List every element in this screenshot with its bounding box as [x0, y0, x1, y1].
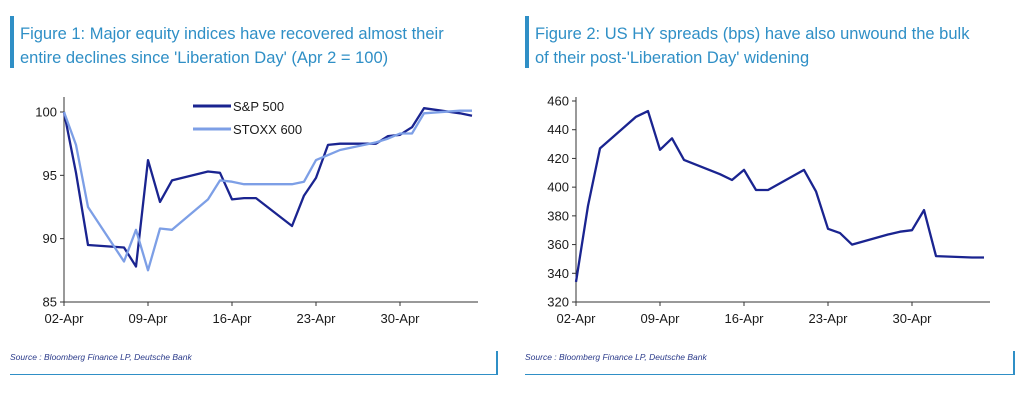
figure-2-title-line-2: of their post-'Liberation Day' widening: [535, 49, 810, 67]
figure-1-title-line-1: Figure 1: Major equity indices have reco…: [20, 25, 444, 43]
figure-2-panel: Figure 2: US HY spreads (bps) have also …: [515, 0, 1024, 401]
legend-label: STOXX 600: [233, 122, 302, 137]
bottom-rule: [10, 374, 497, 375]
y-tick-label: 95: [43, 168, 57, 183]
y-tick-label: 85: [43, 295, 57, 310]
y-tick-label: 380: [547, 208, 569, 223]
y-tick-label: 340: [547, 266, 569, 281]
equity-indices-chart: 85 90 95 100 02-Apr 09-Apr 16-Apr 23-Apr 30-Apr S…: [35, 97, 478, 326]
y-tick-label: 400: [547, 180, 569, 195]
y-tick-label: 100: [35, 105, 57, 120]
figure-1-source: Source : Bloomberg Finance LP, Deutsche …: [10, 352, 192, 362]
figure-1-panel: Figure 1: Major equity indices have reco…: [0, 0, 505, 401]
y-tick-label: 420: [547, 151, 569, 166]
figure-1-title-line-2: entire declines since 'Liberation Day' (…: [20, 49, 389, 67]
y-tick-label: 360: [547, 237, 569, 252]
x-tick-label: 09-Apr: [640, 311, 680, 326]
x-tick-label: 23-Apr: [808, 311, 848, 326]
x-tick-label: 23-Apr: [296, 311, 336, 326]
series-line: [62, 109, 472, 272]
bottom-rule: [525, 374, 1014, 375]
x-tick-label: 02-Apr: [556, 311, 596, 326]
figure-2-title-line-1: Figure 2: US HY spreads (bps) have also …: [535, 25, 970, 43]
x-tick-label: 02-Apr: [44, 311, 84, 326]
hy-spreads-chart: 320 340 360 380 400 420 440 460 02-Apr 09-Apr 16-A…: [547, 94, 990, 326]
bottom-rule-end: [1013, 351, 1015, 375]
x-tick-label: 30-Apr: [380, 311, 420, 326]
figure-2-source: Source : Bloomberg Finance LP, Deutsche …: [525, 352, 707, 362]
figure-1-title: Figure 1: Major equity indices have reco…: [20, 22, 501, 70]
y-tick-label: 440: [547, 122, 569, 137]
title-accent-bar: [10, 16, 14, 68]
title-accent-bar: [525, 16, 529, 68]
y-tick-label: 320: [547, 295, 569, 310]
x-tick-label: 16-Apr: [724, 311, 764, 326]
x-tick-label: 09-Apr: [128, 311, 168, 326]
x-tick-label: 16-Apr: [212, 311, 252, 326]
bottom-rule-end: [496, 351, 498, 375]
y-tick-label: 90: [43, 231, 57, 246]
series-line: [574, 109, 984, 283]
figure-2-title: Figure 2: US HY spreads (bps) have also …: [535, 22, 1020, 70]
legend-label: S&P 500: [233, 99, 284, 114]
y-tick-label: 460: [547, 94, 569, 109]
series-line: [62, 107, 473, 268]
x-tick-label: 30-Apr: [892, 311, 932, 326]
